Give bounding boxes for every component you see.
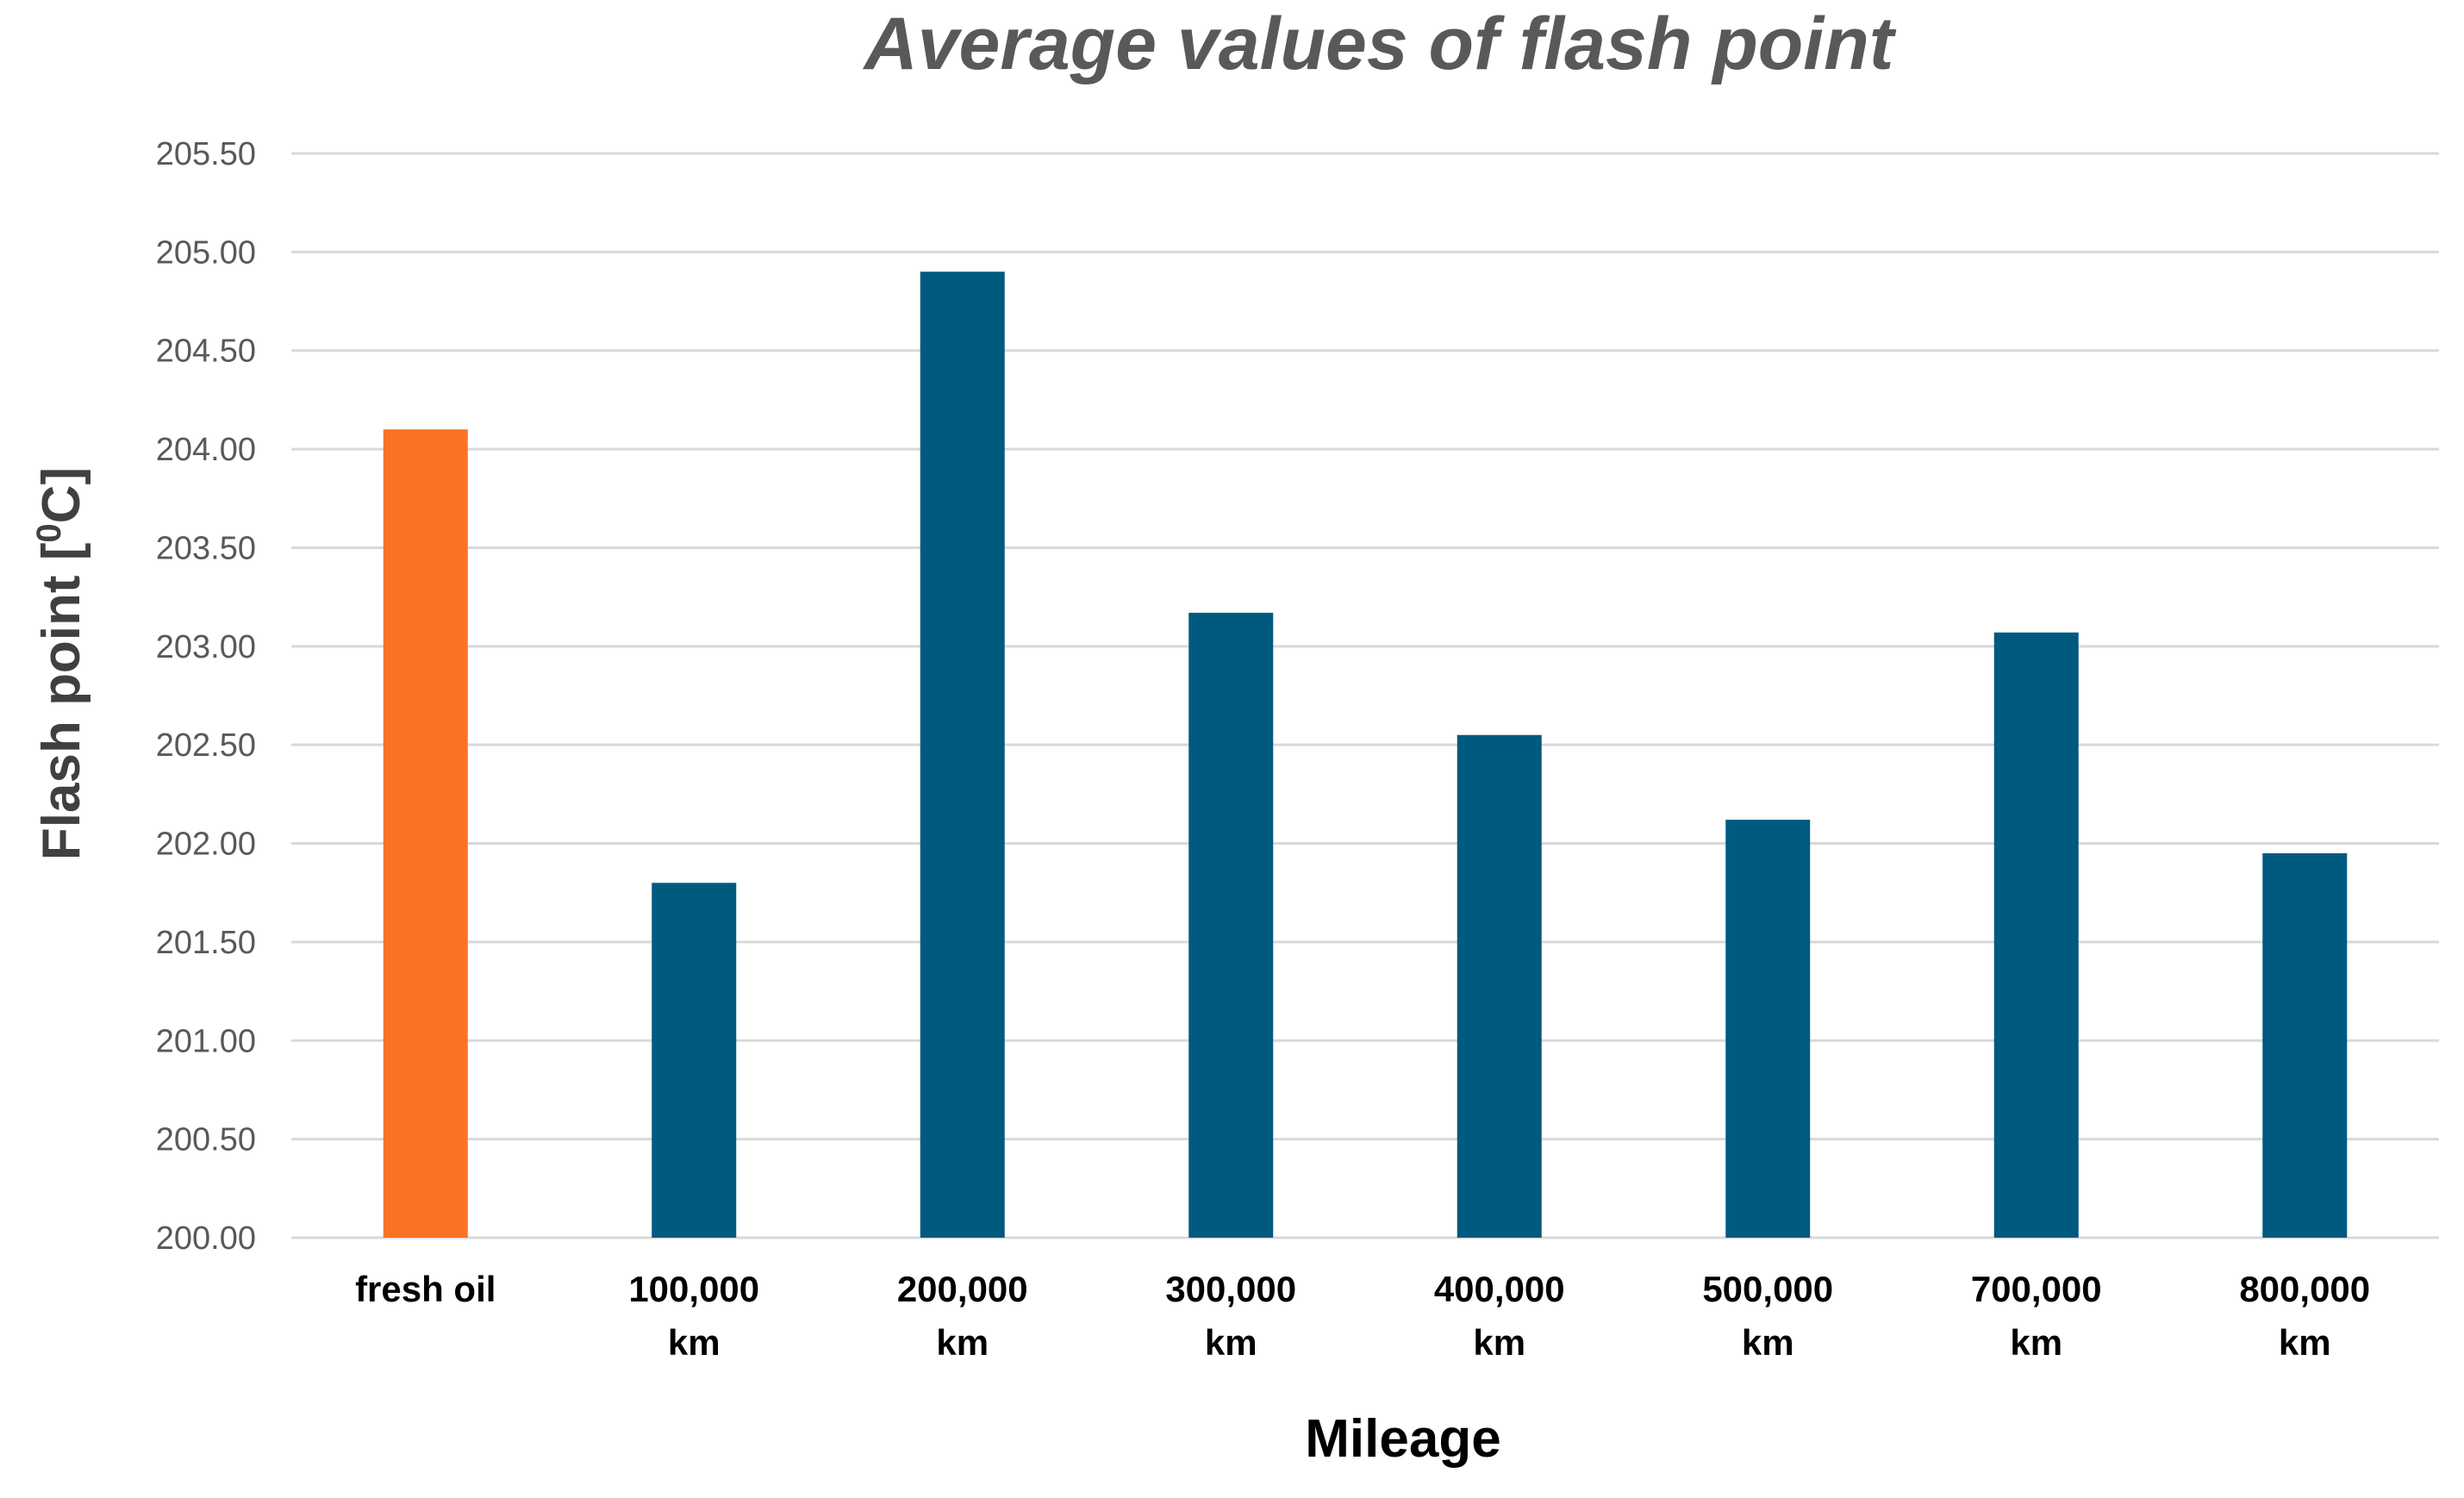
x-tick-label-line: 700,000 — [1971, 1269, 2102, 1309]
y-tick-label: 200.50 — [156, 1122, 256, 1158]
y-axis-label-superscript: 0 — [30, 523, 68, 542]
x-tick-label: 200,000 km — [897, 1269, 1028, 1363]
y-tick-label: 202.50 — [156, 727, 256, 764]
y-axis-label: Flash point [0C] — [30, 467, 91, 860]
x-tick-label-line: fresh oil — [355, 1269, 496, 1309]
bar — [1993, 632, 2079, 1238]
y-tick-label: 205.00 — [156, 234, 256, 271]
y-axis-tick-labels: 200.00 200.50 201.00 201.50 202.00 202.50 203.… — [156, 136, 256, 1257]
x-tick-label: 700,000 km — [1971, 1269, 2102, 1363]
bars — [383, 272, 2348, 1239]
y-tick-label: 204.50 — [156, 334, 256, 370]
y-tick-label: 203.00 — [156, 629, 256, 665]
y-tick-label: 200.00 — [156, 1220, 256, 1257]
y-tick-label: 203.50 — [156, 530, 256, 566]
x-tick-label-line: 300,000 — [1165, 1269, 1296, 1309]
bar — [652, 883, 737, 1238]
x-tick-label-line: km — [1205, 1322, 1257, 1363]
bar — [920, 272, 1005, 1239]
bar — [1188, 612, 1274, 1238]
y-tick-label: 202.00 — [156, 827, 256, 863]
x-tick-label-line: km — [668, 1322, 720, 1363]
x-tick-label: 500,000 km — [1702, 1269, 1833, 1363]
y-tick-label: 205.50 — [156, 136, 256, 172]
x-axis-label: Mileage — [1305, 1409, 1500, 1469]
y-tick-label: 201.00 — [156, 1023, 256, 1059]
x-tick-label-line: 200,000 — [897, 1269, 1028, 1309]
gridlines — [291, 152, 2439, 1239]
bar — [1457, 734, 1542, 1238]
x-tick-label-line: 500,000 — [1702, 1269, 1833, 1309]
x-tick-label: 800,000 km — [2239, 1269, 2370, 1363]
x-tick-label-line: km — [1473, 1322, 1525, 1363]
x-tick-label: 100,000 km — [628, 1269, 759, 1363]
bar — [1725, 820, 1811, 1238]
x-tick-label-line: km — [2010, 1322, 2062, 1363]
y-axis-label-suffix: C] — [32, 467, 91, 523]
x-tick-label-line: 800,000 — [2239, 1269, 2370, 1309]
chart-title: Average values of flash point — [863, 3, 1897, 85]
x-tick-label-line: 400,000 — [1434, 1269, 1565, 1309]
x-tick-label: 400,000 km — [1434, 1269, 1565, 1363]
x-tick-label: 300,000 km — [1165, 1269, 1296, 1363]
x-tick-label-line: 100,000 — [628, 1269, 759, 1309]
x-tick-label-line: km — [2279, 1322, 2331, 1363]
bar — [2262, 852, 2348, 1238]
y-axis-label-prefix: Flash point [ — [32, 543, 91, 861]
bar — [383, 429, 468, 1239]
y-tick-label: 201.50 — [156, 925, 256, 961]
y-tick-label: 204.00 — [156, 432, 256, 468]
x-tick-label-line: km — [936, 1322, 989, 1363]
x-tick-label: fresh oil — [355, 1269, 496, 1309]
x-tick-label-line: km — [1742, 1322, 1794, 1363]
